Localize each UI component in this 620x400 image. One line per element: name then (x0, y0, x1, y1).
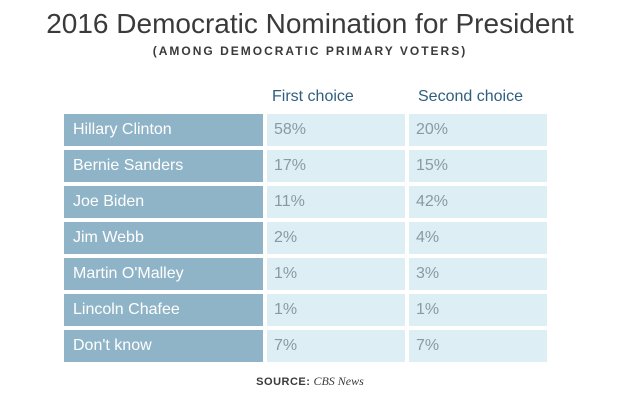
candidate-name-cell: Joe Biden (64, 186, 267, 218)
second-choice-value-cell: 7% (409, 330, 547, 362)
table-row: Lincoln Chafee 1% 1% (64, 294, 547, 326)
chart-title: 2016 Democratic Nomination for President (46, 8, 574, 39)
table-row: Jim Webb 2% 4% (64, 222, 547, 254)
candidate-name-cell: Hillary Clinton (64, 114, 267, 146)
source-label: SOURCE: (256, 376, 311, 388)
candidate-name-cell: Don't know (64, 330, 267, 362)
second-choice-value-cell: 4% (409, 222, 547, 254)
column-header-first-choice: First choice (272, 88, 354, 105)
first-choice-value-cell: 11% (267, 186, 409, 218)
first-choice-value-cell: 1% (267, 294, 409, 326)
table-row: Martin O'Malley 1% 3% (64, 258, 547, 290)
table-row: Joe Biden 11% 42% (64, 186, 547, 218)
candidate-name-cell: Jim Webb (64, 222, 267, 254)
source-name: CBS News (313, 374, 364, 388)
table-row: Hillary Clinton 58% 20% (64, 114, 547, 146)
table-row: Don't know 7% 7% (64, 330, 547, 362)
column-header-second-choice: Second choice (418, 88, 523, 105)
table-row: Bernie Sanders 17% 15% (64, 150, 547, 182)
first-choice-value-cell: 7% (267, 330, 409, 362)
first-choice-value-cell: 58% (267, 114, 409, 146)
second-choice-value-cell: 20% (409, 114, 547, 146)
second-choice-value-cell: 42% (409, 186, 547, 218)
candidate-name-cell: Lincoln Chafee (64, 294, 267, 326)
second-choice-value-cell: 15% (409, 150, 547, 182)
candidate-name-cell: Bernie Sanders (64, 150, 267, 182)
candidate-name-cell: Martin O'Malley (64, 258, 267, 290)
first-choice-value-cell: 17% (267, 150, 409, 182)
chart-subtitle: (AMONG DEMOCRATIC PRIMARY VOTERS) (152, 44, 468, 58)
second-choice-value-cell: 3% (409, 258, 547, 290)
results-table: Hillary Clinton 58% 20% Bernie Sanders 17% 15… (64, 110, 547, 366)
source-note: SOURCE: CBS News (0, 374, 620, 389)
second-choice-value-cell: 1% (409, 294, 547, 326)
first-choice-value-cell: 1% (267, 258, 409, 290)
first-choice-value-cell: 2% (267, 222, 409, 254)
